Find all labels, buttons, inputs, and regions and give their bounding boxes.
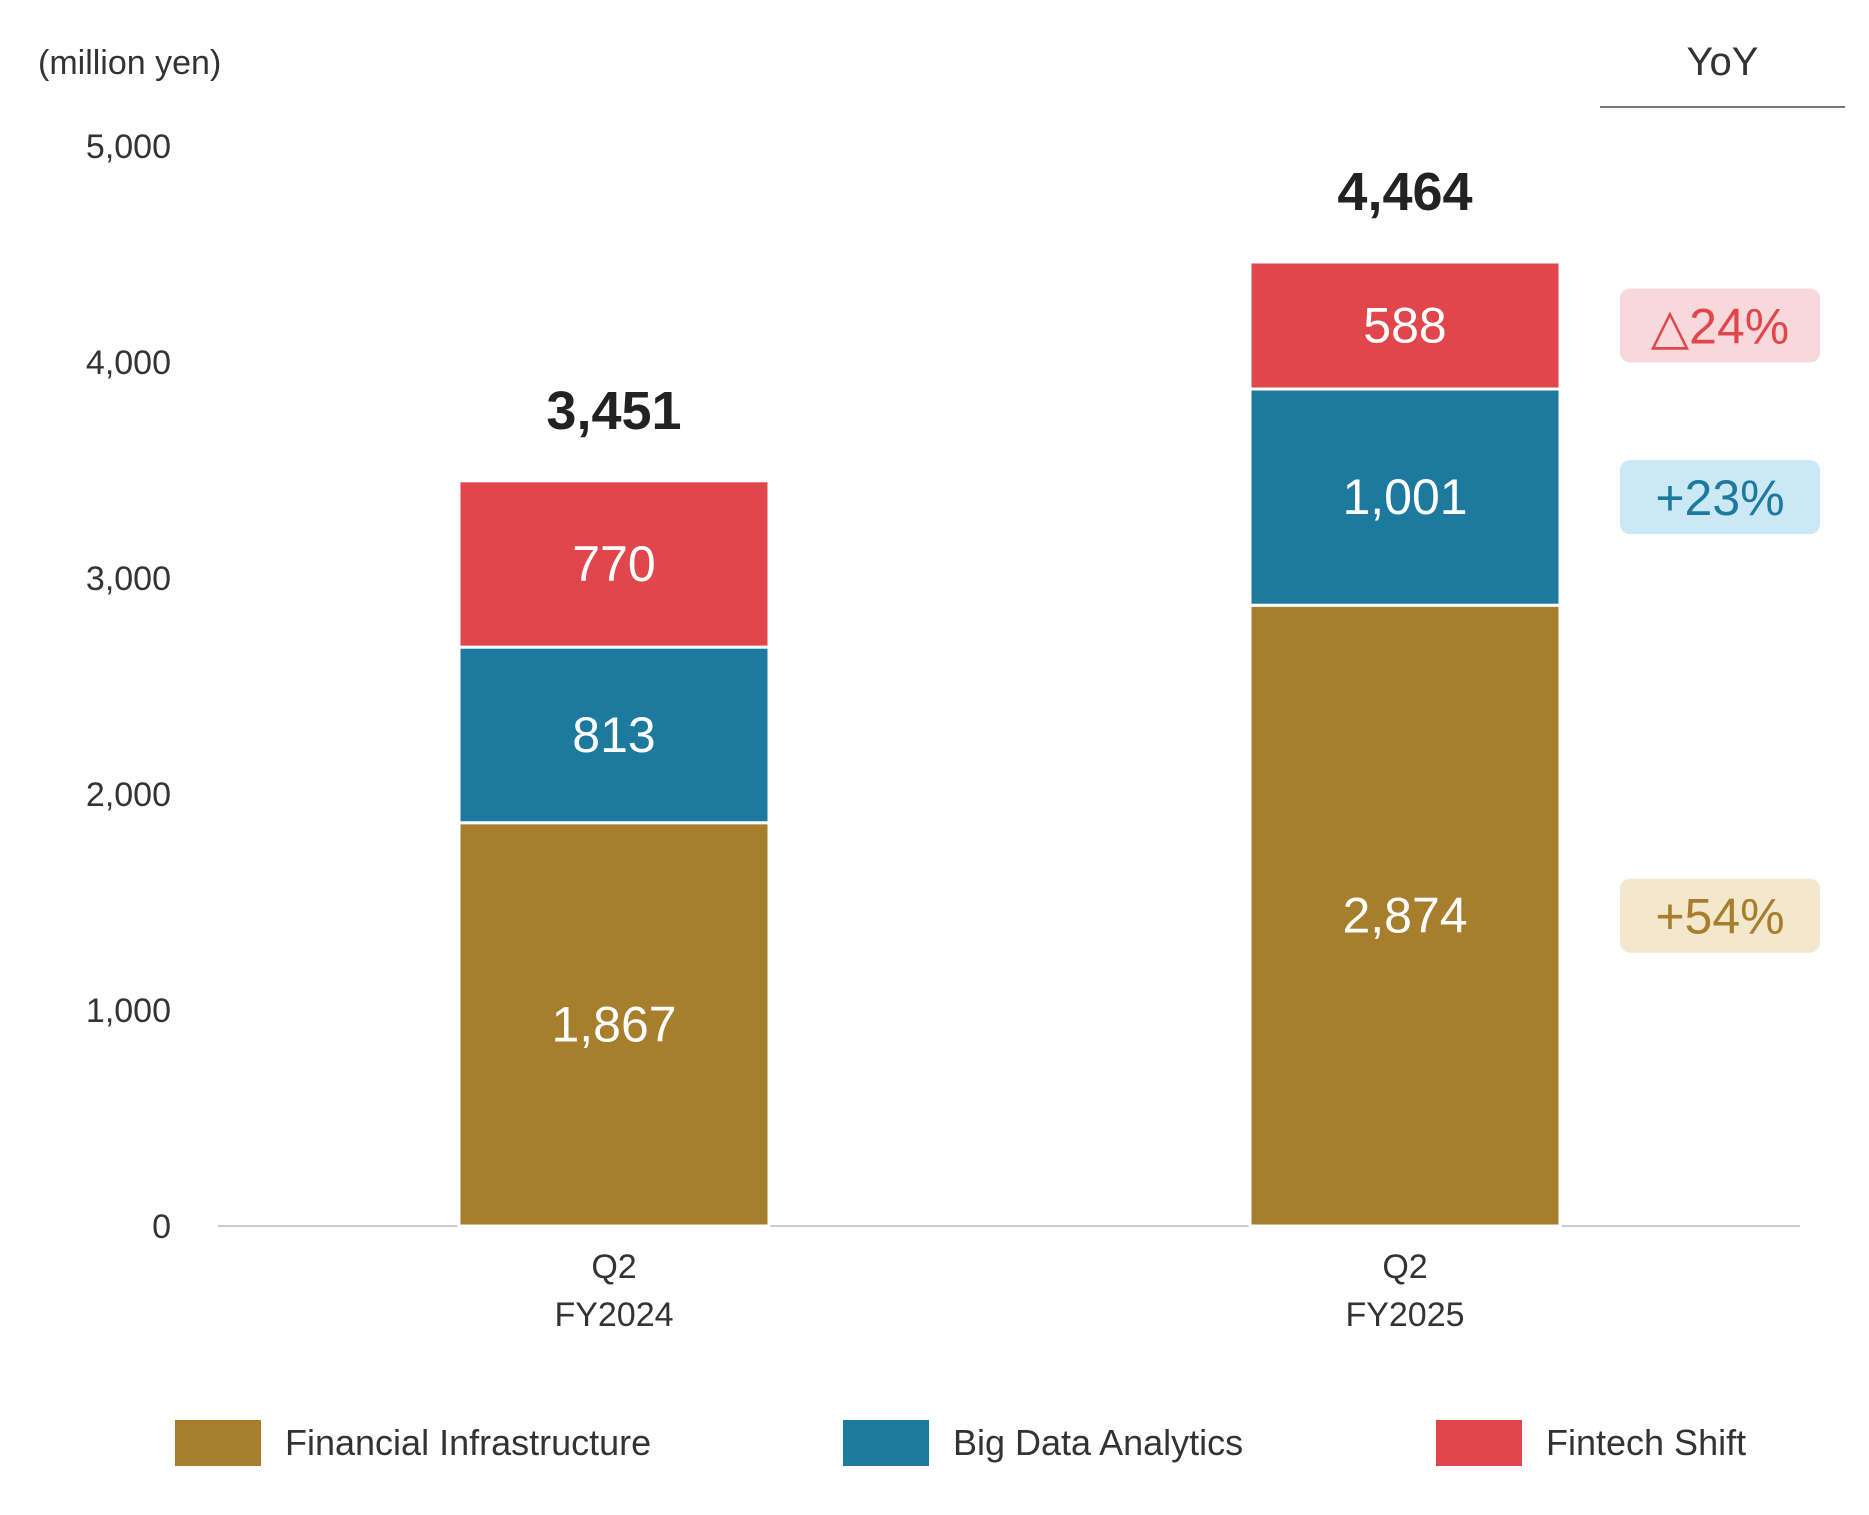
bar-value-label: 1,001 bbox=[1342, 469, 1467, 525]
legend-swatch bbox=[175, 1420, 261, 1466]
y-tick-label: 5,000 bbox=[86, 128, 171, 166]
y-tick-label: 1,000 bbox=[86, 992, 171, 1030]
legend-label: Fintech Shift bbox=[1546, 1422, 1747, 1463]
yoy-divider bbox=[1600, 106, 1845, 108]
bar-total-label: 3,451 bbox=[546, 381, 681, 441]
yoy-badge bbox=[1620, 460, 1820, 535]
yoy-badge-label: +23% bbox=[1655, 470, 1784, 526]
x-tick-label: Q2 bbox=[591, 1248, 636, 1286]
legend-label: Financial Infrastructure bbox=[285, 1422, 652, 1463]
yoy-badge-label: △24% bbox=[1651, 298, 1790, 354]
y-tick-label: 4,000 bbox=[86, 344, 171, 382]
legend-swatch bbox=[1436, 1420, 1522, 1466]
bar-segment-fintech-shift bbox=[457, 479, 771, 649]
bar-segment-big-data-analytics bbox=[457, 645, 771, 825]
bar-value-label: 770 bbox=[572, 536, 655, 592]
unit-label: (million yen) bbox=[38, 44, 222, 82]
bar-value-label: 813 bbox=[572, 707, 655, 763]
yoy-header: YoY bbox=[1686, 40, 1759, 84]
y-tick-label: 2,000 bbox=[86, 776, 171, 814]
bar-segment-financial-infrastructure bbox=[1248, 603, 1562, 1228]
bar-segment-big-data-analytics bbox=[1248, 387, 1562, 607]
legend-item-fintech-shift: Fintech Shift bbox=[1436, 1418, 1746, 1468]
bar-segment-fintech-shift bbox=[1248, 260, 1562, 391]
x-tick-label: FY2024 bbox=[554, 1296, 673, 1334]
bar-value-label: 2,874 bbox=[1342, 888, 1467, 944]
y-tick-label: 0 bbox=[152, 1208, 171, 1246]
y-tick-label: 3,000 bbox=[86, 560, 171, 598]
legend-item-big-data-analytics: Big Data Analytics bbox=[843, 1418, 1243, 1468]
legend-label: Big Data Analytics bbox=[953, 1422, 1244, 1463]
legend-swatch bbox=[843, 1420, 929, 1466]
bar-value-label: 1,867 bbox=[551, 996, 676, 1052]
legend-item-financial-infrastructure: Financial Infrastructure bbox=[175, 1418, 651, 1468]
x-tick-label: FY2025 bbox=[1345, 1296, 1464, 1334]
x-tick-label: Q2 bbox=[1382, 1248, 1427, 1286]
yoy-badge bbox=[1620, 288, 1820, 363]
bar-total-label: 4,464 bbox=[1337, 162, 1472, 222]
yoy-badge bbox=[1620, 878, 1820, 953]
bar-value-label: 588 bbox=[1363, 297, 1446, 353]
yoy-badge-label: +54% bbox=[1655, 889, 1784, 945]
